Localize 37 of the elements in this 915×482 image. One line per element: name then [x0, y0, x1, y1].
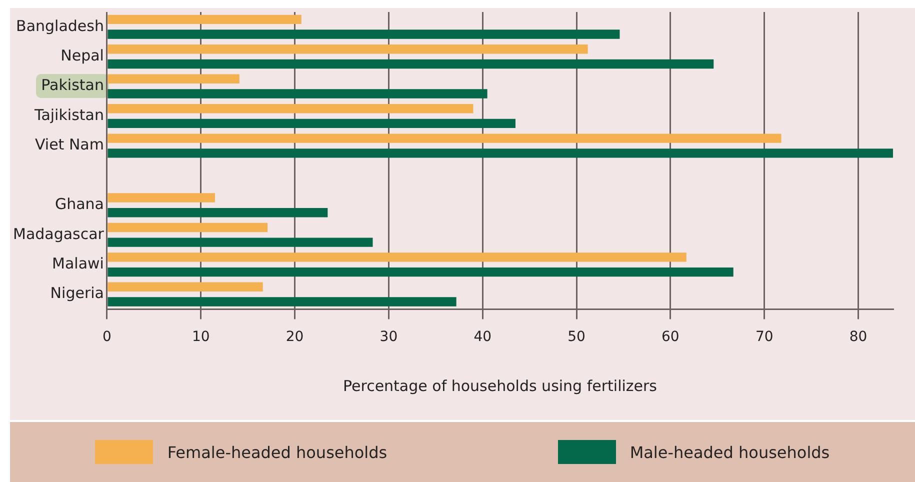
bar: [108, 238, 373, 247]
y-tick-label: Viet Nam: [34, 136, 104, 154]
x-tick-label: 10: [192, 329, 210, 346]
bar: [108, 148, 893, 158]
legend-label: Male-headed households: [630, 442, 830, 462]
bar: [108, 104, 474, 114]
bar: [108, 222, 268, 232]
x-tick-label: 50: [568, 329, 586, 346]
bar: [108, 208, 328, 218]
x-tick-label: 20: [286, 329, 304, 346]
y-tick-label: Tajikistan: [34, 106, 104, 124]
x-tick-label: 80: [849, 329, 868, 346]
y-tick-label: Ghana: [54, 195, 104, 214]
bar: [108, 44, 588, 54]
bar: [108, 267, 734, 277]
legend-label: Female-headed households: [167, 442, 388, 462]
x-tick-label: 30: [380, 329, 398, 346]
y-tick-label: Bangladesh: [16, 16, 104, 35]
bar: [108, 282, 263, 292]
x-tick-label: 70: [755, 329, 774, 346]
y-tick-label: Malawi: [52, 254, 104, 273]
bar: [108, 134, 782, 143]
x-tick-label: 60: [662, 329, 680, 346]
bar: [108, 14, 302, 24]
y-tick-label: Madagascar: [12, 224, 105, 243]
y-tick-label: Nigeria: [50, 284, 104, 302]
bar: [108, 252, 686, 262]
x-tick-label: 40: [474, 329, 492, 346]
bar: [108, 297, 456, 306]
bar: [108, 59, 714, 69]
bar: [108, 30, 620, 39]
x-axis-title: Percentage of households using fertilizers: [342, 376, 658, 395]
x-tick-label: 0: [102, 329, 112, 346]
y-tick-label: Pakistan: [41, 76, 104, 94]
y-tick-label: Nepal: [60, 46, 104, 64]
bar: [108, 118, 516, 128]
bar: [108, 193, 215, 202]
